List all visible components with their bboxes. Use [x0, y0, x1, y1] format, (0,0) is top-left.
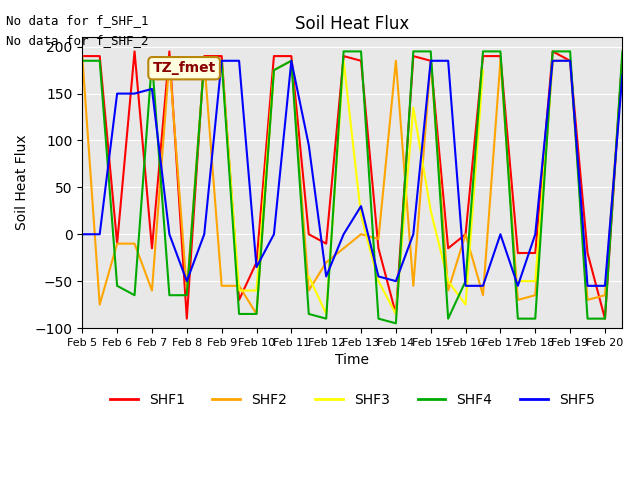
Text: TZ_fmet: TZ_fmet	[152, 61, 216, 75]
Text: No data for f_SHF_1: No data for f_SHF_1	[6, 14, 149, 27]
Legend: SHF1, SHF2, SHF3, SHF4, SHF5: SHF1, SHF2, SHF3, SHF4, SHF5	[104, 387, 600, 412]
Title: Soil Heat Flux: Soil Heat Flux	[295, 15, 410, 33]
Text: No data for f_SHF_2: No data for f_SHF_2	[6, 34, 149, 47]
X-axis label: Time: Time	[335, 353, 369, 367]
Y-axis label: Soil Heat Flux: Soil Heat Flux	[15, 135, 29, 230]
